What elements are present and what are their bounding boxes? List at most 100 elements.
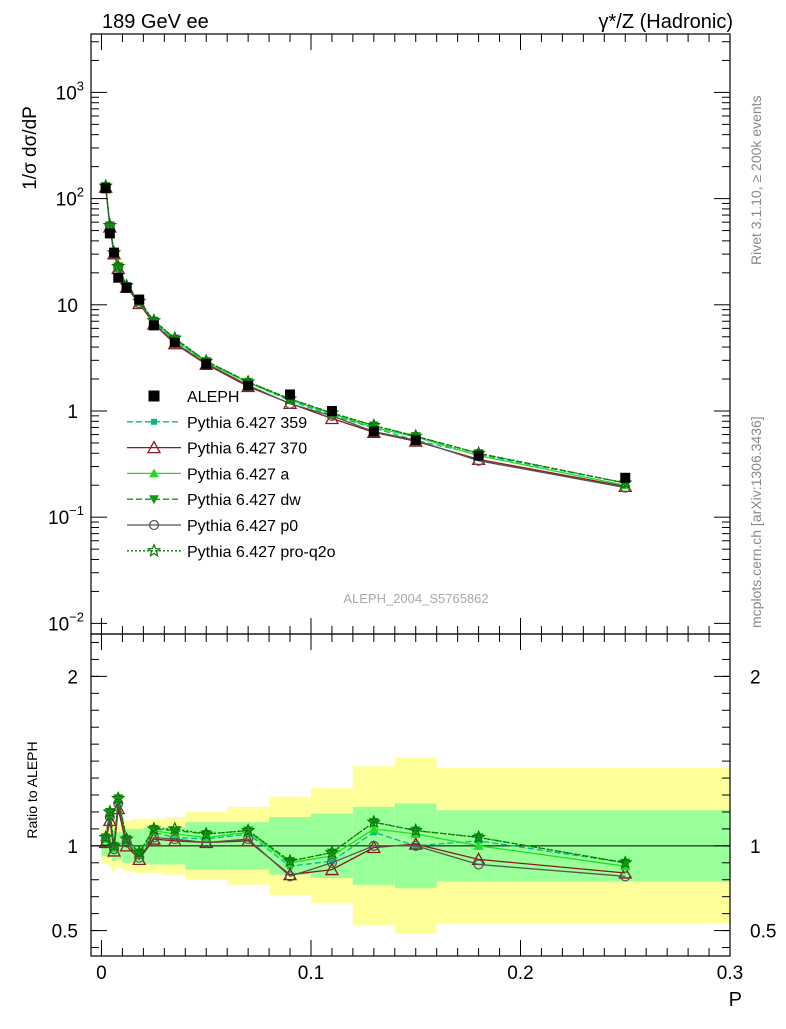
chart-title-right: γ*/Z (Hadronic): [599, 11, 733, 33]
point-top-aleph-11: [326, 405, 337, 416]
line-top-pythia-6-427-p0: [105, 186, 626, 489]
point-ratio-pythia-6-427-p0-11: [326, 857, 338, 868]
point-ratio-pythia-6-427-pro-q2o-12: [366, 814, 381, 829]
point-ratio-pythia-6-427-p0-15: [620, 871, 631, 882]
legend-marker-0: [148, 390, 160, 402]
point-ratio-pythia-6-427-370-3: [111, 801, 126, 815]
y-tick-label-bottom-right-2: 2: [750, 667, 761, 688]
point-ratio-pythia-6-427-pro-q2o-14: [471, 829, 486, 844]
legend-label-2: Pythia 6.427 370: [187, 441, 307, 458]
point-ratio-pythia-6-427-p0-10: [284, 871, 296, 882]
point-top-pythia-6-427-pro-q2o-1: [102, 217, 118, 232]
legend-marker-2: [146, 440, 162, 454]
line-ratio-pythia-6-427-p0: [105, 803, 626, 878]
point-ratio-pythia-6-427-p0-9: [243, 833, 254, 845]
legend-marker-4: [149, 495, 159, 505]
legend-marker-6: [146, 543, 162, 557]
point-ratio-pythia-6-427-pro-q2o-3: [110, 790, 126, 805]
point-top-aleph-7: [169, 337, 180, 348]
point-ratio-pythia-6-427-a-12: [368, 823, 379, 833]
point-ratio-pythia-6-427-370-6: [146, 831, 161, 845]
y-tick-label-bottom-2: 2: [67, 667, 78, 688]
point-top-aleph-13: [410, 435, 421, 446]
x-tick-label-2: 0.2: [507, 963, 533, 984]
legend-label-1: Pythia 6.427 359: [187, 415, 307, 432]
point-top-aleph-1: [104, 228, 115, 239]
analysis-watermark: ALEPH_2004_S5765862: [343, 591, 488, 606]
point-top-aleph-9: [243, 380, 254, 391]
point-ratio-pythia-6-427-p0-7: [169, 833, 180, 845]
legend-marker-3: [149, 468, 159, 478]
point-ratio-pythia-6-427-pro-q2o-1: [102, 804, 118, 819]
y-tick-label-top-5: 103: [56, 78, 84, 104]
legend-marker-5: [148, 519, 160, 531]
point-ratio-pythia-6-427-pro-q2o-9: [240, 823, 256, 837]
y-tick-label-top-2: 1: [67, 402, 78, 423]
point-top-aleph-12: [368, 426, 379, 437]
mcplots-label: mcplots.cern.ch [arXiv:1306.3436]: [748, 416, 764, 628]
point-ratio-pythia-6-427-370-13: [408, 836, 423, 850]
legend-label-3: Pythia 6.427 a: [187, 466, 289, 483]
legend-label-6: Pythia 6.427 pro-q2o: [187, 544, 336, 561]
point-ratio-pythia-6-427-p0-12: [368, 840, 379, 851]
legend: ALEPH Pythia 6.427 359 Pythia 6.427 370 Pyt…: [127, 389, 336, 561]
rivet-label: Rivet 3.1.10, ≥ 200k events: [748, 95, 764, 265]
y-tick-label-top-4: 102: [56, 185, 84, 211]
y-tick-label-bottom-right-0: 0.5: [750, 922, 776, 943]
y-tick-label-top-3: 10: [57, 296, 78, 317]
point-ratio-pythia-6-427-370-5: [132, 852, 147, 866]
point-top-aleph-10: [285, 389, 296, 400]
line-ratio-pythia-6-427-pro-q2o: [105, 798, 626, 864]
point-ratio-pythia-6-427-pro-q2o-4: [119, 831, 134, 846]
main-panel-series: [98, 178, 633, 493]
y-axis-title-top: 1/σ dσ/dP: [20, 106, 41, 190]
point-ratio-pythia-6-427-pro-q2o-6: [146, 821, 162, 835]
y-tick-label-top-1: 10−1: [48, 503, 84, 529]
point-ratio-pythia-6-427-370-9: [241, 833, 256, 847]
x-tick-label-1: 0.1: [298, 963, 324, 984]
point-ratio-pythia-6-427-p0-14: [473, 859, 484, 870]
point-ratio-pythia-6-427-pro-q2o-7: [167, 821, 182, 835]
point-ratio-pythia-6-427-pro-q2o-0: [98, 829, 113, 844]
point-ratio-pythia-6-427-370-7: [167, 833, 182, 847]
point-ratio-pythia-6-427-p0-8: [201, 837, 212, 848]
point-ratio-pythia-6-427-pro-q2o-10: [282, 853, 298, 868]
legend-marker-1: [151, 418, 157, 425]
y-tick-label-bottom-right-1: 1: [750, 837, 761, 858]
point-top-aleph-6: [148, 320, 159, 331]
point-top-aleph-14: [473, 450, 484, 461]
point-top-aleph-4: [121, 282, 132, 293]
x-tick-label-3: 0.3: [717, 963, 743, 984]
point-top-aleph-8: [201, 358, 212, 369]
point-top-pythia-6-427-p0-15: [620, 482, 631, 493]
point-ratio-pythia-6-427-370-11: [324, 862, 340, 876]
point-ratio-pythia-6-427-p0-5: [134, 852, 145, 863]
point-ratio-pythia-6-427-pro-q2o-11: [324, 845, 340, 859]
point-ratio-pythia-6-427-pro-q2o-13: [408, 823, 423, 837]
x-axis-title: P: [729, 989, 742, 1011]
legend-label-5: Pythia 6.427 p0: [187, 518, 298, 535]
y-tick-label-bottom-1: 1: [67, 837, 78, 858]
point-ratio-pythia-6-427-pro-q2o-5: [132, 845, 147, 859]
y-tick-label-top-0: 10−2: [48, 609, 84, 635]
point-top-aleph-15: [620, 472, 631, 483]
point-ratio-pythia-6-427-pro-q2o-8: [198, 826, 214, 841]
point-top-aleph-3: [113, 272, 124, 283]
point-ratio-pythia-6-427-pro-q2o-15: [617, 855, 633, 869]
line-top-pythia-6-427-pro-q2o: [105, 186, 626, 484]
point-ratio-pythia-6-427-pro-q2o-2: [106, 838, 122, 853]
point-top-pythia-6-427-p0-3: [113, 262, 124, 273]
point-top-aleph-2: [109, 247, 120, 258]
ratio-panel-series: [98, 790, 633, 882]
x-tick-label-0: 0: [96, 963, 107, 984]
point-top-aleph-0: [100, 183, 111, 194]
point-ratio-pythia-6-427-p0-13: [410, 840, 421, 851]
legend-label-0: ALEPH: [187, 389, 239, 406]
axis-ticks: 0 0.1 0.2 0.3 10−2 10−1 1 10 102 103 0.5 0.5 1 1 2 2: [48, 34, 776, 984]
point-top-pythia-6-427-pro-q2o-3: [110, 258, 126, 273]
chart-title-left: 189 GeV ee: [102, 11, 209, 33]
point-top-aleph-5: [134, 294, 145, 305]
y-tick-label-bottom-0: 0.5: [52, 922, 78, 943]
legend-label-4: Pythia 6.427 dw: [187, 492, 301, 509]
